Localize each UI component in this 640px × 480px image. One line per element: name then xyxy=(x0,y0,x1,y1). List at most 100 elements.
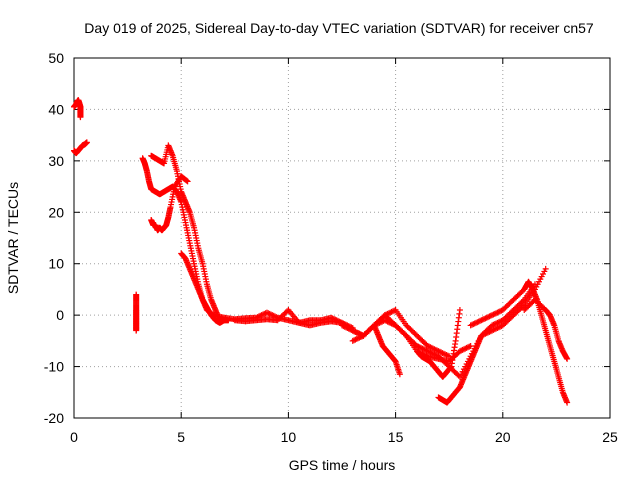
data-point xyxy=(420,346,427,353)
data-point xyxy=(261,310,268,317)
data-point xyxy=(477,317,484,324)
data-point xyxy=(493,310,500,317)
data-point xyxy=(385,319,392,326)
data-point xyxy=(495,308,502,315)
data-point xyxy=(424,343,431,349)
y-tick-label: 30 xyxy=(48,153,64,169)
data-point xyxy=(77,114,84,121)
data-point xyxy=(434,347,441,354)
data-point xyxy=(491,310,498,317)
data-point xyxy=(490,326,497,333)
data-point xyxy=(490,311,497,318)
data-point xyxy=(456,348,463,355)
data-point xyxy=(384,310,391,317)
y-tick-label: -10 xyxy=(44,359,64,375)
data-point xyxy=(352,336,359,343)
data-point xyxy=(482,315,489,322)
series-seg-a xyxy=(71,139,90,157)
data-point xyxy=(384,318,391,325)
x-axis-label: GPS time / hours xyxy=(289,457,396,473)
data-point xyxy=(474,319,481,326)
data-point xyxy=(432,346,439,353)
series-seg-n xyxy=(435,281,538,406)
data-point xyxy=(462,345,469,352)
data-point xyxy=(491,326,498,333)
data-point xyxy=(388,320,395,327)
y-tick-label: 10 xyxy=(48,256,64,272)
data-point xyxy=(467,343,474,349)
data-point xyxy=(339,322,345,329)
series-seg-g xyxy=(178,250,232,326)
data-point xyxy=(355,330,362,337)
data-point xyxy=(497,308,504,315)
data-point xyxy=(444,352,451,359)
data-point xyxy=(389,308,396,315)
x-tick-label: 0 xyxy=(70,429,78,445)
series-seg-l xyxy=(371,322,403,378)
y-axis-label: SDTVAR / TECUs xyxy=(5,182,21,294)
x-tick-label: 15 xyxy=(388,429,404,445)
y-tick-label: 0 xyxy=(56,307,64,323)
data-point xyxy=(419,345,426,352)
series-seg-p xyxy=(521,296,571,362)
data-point xyxy=(497,318,504,325)
data-point xyxy=(383,311,390,318)
data-point xyxy=(381,312,388,319)
data-point xyxy=(385,310,392,317)
data-point xyxy=(351,328,358,335)
data-point xyxy=(494,319,501,326)
data-point xyxy=(464,344,471,351)
data-point xyxy=(427,349,434,356)
data-point xyxy=(184,178,191,185)
data-point xyxy=(376,319,383,326)
data-point xyxy=(495,319,502,326)
data-point xyxy=(383,317,390,324)
data-point xyxy=(442,351,449,358)
data-point xyxy=(265,310,272,317)
data-point xyxy=(351,337,358,344)
data-point xyxy=(267,311,274,318)
data-point xyxy=(426,348,433,355)
data-point xyxy=(415,343,422,350)
data-point xyxy=(353,335,360,342)
data-point xyxy=(494,325,501,331)
chart-title: Day 019 of 2025, Sidereal Day-to-day VTE… xyxy=(84,20,594,36)
data-point xyxy=(344,325,351,331)
series-seg-m xyxy=(414,307,463,380)
data-point xyxy=(347,326,354,333)
data-point xyxy=(426,343,433,350)
data-point xyxy=(436,348,443,355)
tick-labels: 0 5 10 15 20 25 -20 -10 0 10 20 30 40 50 xyxy=(44,50,618,445)
data-point xyxy=(487,312,494,319)
data-point xyxy=(430,350,437,357)
data-point xyxy=(83,139,90,146)
data-point xyxy=(493,325,500,332)
data-point xyxy=(494,309,501,316)
data-point xyxy=(431,346,438,353)
data-point xyxy=(471,320,478,327)
data-point xyxy=(470,321,477,328)
data-point xyxy=(478,317,485,324)
data-point xyxy=(396,371,403,378)
data-point xyxy=(356,334,363,341)
data-point xyxy=(381,317,388,324)
x-tick-label: 10 xyxy=(281,429,297,445)
data-point xyxy=(483,314,490,321)
data-point xyxy=(345,325,352,332)
data-point xyxy=(479,316,486,323)
y-tick-label: 20 xyxy=(48,204,64,220)
data-point xyxy=(473,319,479,326)
data-point xyxy=(439,350,446,357)
data-point xyxy=(463,344,470,351)
data-point xyxy=(519,298,526,304)
data-point xyxy=(485,314,492,321)
data-point xyxy=(428,344,435,351)
data-point xyxy=(414,343,421,349)
data-point xyxy=(489,322,496,329)
data-point xyxy=(349,327,356,334)
data-point xyxy=(431,351,438,358)
x-tick-label: 25 xyxy=(602,429,618,445)
data-point xyxy=(266,310,273,317)
data-point xyxy=(430,345,437,352)
y-tick-label: 50 xyxy=(48,50,64,66)
